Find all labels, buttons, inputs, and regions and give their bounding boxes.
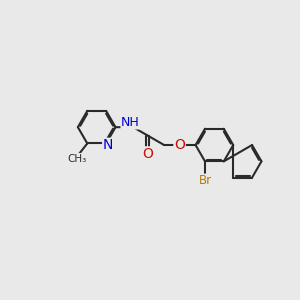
Text: O: O bbox=[142, 147, 153, 161]
Text: CH₃: CH₃ bbox=[67, 154, 87, 164]
Text: Br: Br bbox=[198, 174, 212, 187]
Text: NH: NH bbox=[121, 116, 140, 129]
Text: N: N bbox=[103, 138, 113, 152]
Text: O: O bbox=[174, 138, 185, 152]
